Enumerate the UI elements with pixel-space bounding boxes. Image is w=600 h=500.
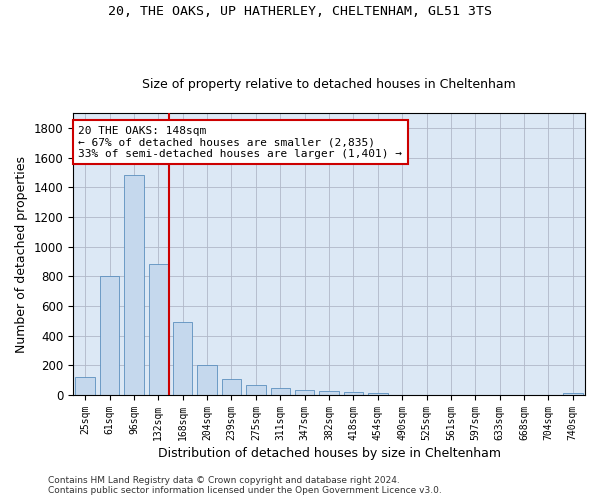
Text: 20, THE OAKS, UP HATHERLEY, CHELTENHAM, GL51 3TS: 20, THE OAKS, UP HATHERLEY, CHELTENHAM, …	[108, 5, 492, 18]
Bar	[271, 388, 290, 395]
Bar	[295, 390, 314, 395]
Title: Size of property relative to detached houses in Cheltenham: Size of property relative to detached ho…	[142, 78, 516, 91]
Bar	[149, 264, 168, 395]
Bar	[319, 390, 339, 395]
Bar	[76, 376, 95, 395]
Bar	[222, 380, 241, 395]
Bar	[344, 392, 363, 395]
X-axis label: Distribution of detached houses by size in Cheltenham: Distribution of detached houses by size …	[158, 447, 500, 460]
Bar	[124, 176, 144, 395]
Bar	[197, 364, 217, 395]
Y-axis label: Number of detached properties: Number of detached properties	[15, 156, 28, 352]
Bar	[100, 276, 119, 395]
Bar	[173, 322, 193, 395]
Text: 20 THE OAKS: 148sqm
← 67% of detached houses are smaller (2,835)
33% of semi-det: 20 THE OAKS: 148sqm ← 67% of detached ho…	[78, 126, 402, 159]
Bar	[563, 393, 583, 395]
Text: Contains HM Land Registry data © Crown copyright and database right 2024.
Contai: Contains HM Land Registry data © Crown c…	[48, 476, 442, 495]
Bar	[368, 393, 388, 395]
Bar	[246, 386, 266, 395]
